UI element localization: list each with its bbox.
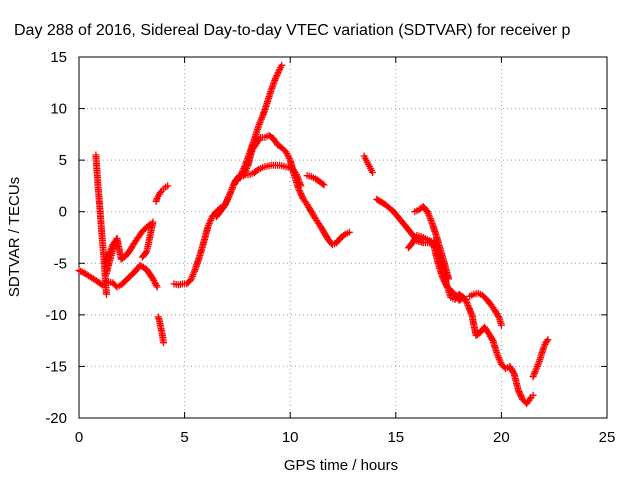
series-10-markers [303,172,328,189]
x-tick-label: 25 [599,429,616,446]
series-4-markers [103,235,121,278]
y-tick-label: 0 [59,204,67,221]
data-series-15 [466,289,505,329]
data-series-10 [303,172,328,189]
x-tick-label: 5 [180,429,188,446]
series-16-markers [529,336,552,381]
series-6-markers [154,313,167,347]
chart-title: Day 288 of 2016, Sidereal Day-to-day VTE… [14,22,570,39]
series-12-markers [373,195,537,408]
data-series-11 [360,152,377,176]
data-series-16 [529,336,552,381]
series-13-markers [405,231,467,304]
data-points [75,61,552,408]
data-series-13 [405,231,467,304]
data-series-14 [411,203,453,283]
x-tick-label: 15 [387,429,404,446]
plot-frame [78,56,608,419]
data-series-8 [212,131,353,249]
grid-lines [79,57,607,418]
x-axis-label: GPS time / hours [284,457,398,474]
y-tick-label: -20 [45,410,67,427]
series-11-markers [360,152,377,176]
y-tick-label: 10 [50,101,67,118]
data-series-9 [233,61,286,185]
series-5-markers [152,182,172,205]
series-15-markers [466,289,505,329]
data-series-1 [75,261,161,291]
y-tick-label: 15 [50,49,67,66]
y-tick-label: -10 [45,307,67,324]
x-tick-label: 10 [282,429,299,446]
x-tick-label: 20 [493,429,510,446]
axis-ticks: 0 5 10 15 20 25 15 10 5 0 -5 -10 -15 -20 [45,49,615,446]
data-series-2 [92,151,110,298]
series-8-markers [212,131,353,249]
data-series-5 [152,182,172,205]
data-series-12 [373,195,537,408]
x-tick-label: 0 [75,429,83,446]
series-14-markers [411,203,453,283]
series-1-markers [75,261,161,291]
series-2-markers [92,151,110,298]
series-9-markers [233,61,286,185]
y-axis-label: SDTVAR / TECUs [6,177,23,297]
y-tick-label: 5 [59,152,67,169]
y-tick-label: -15 [45,358,67,375]
y-tick-label: -5 [54,255,67,272]
data-series-6 [154,313,167,347]
data-series-4 [103,235,121,278]
